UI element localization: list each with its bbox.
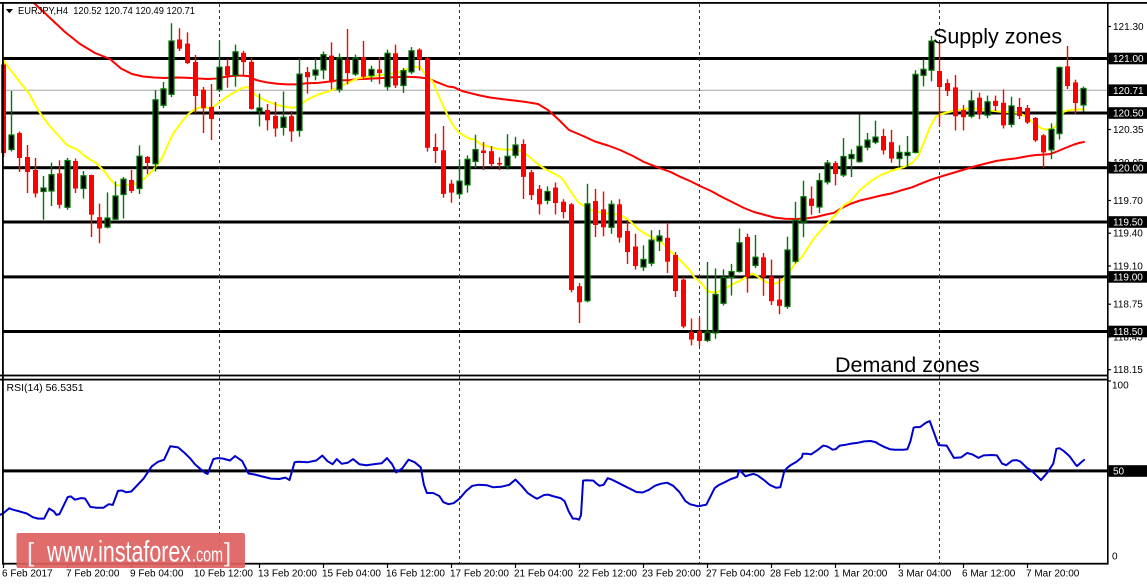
svg-text:15 Feb 04:00: 15 Feb 04:00 [322,569,381,580]
svg-text:119.40: 119.40 [1113,229,1143,240]
svg-text:100: 100 [1112,381,1129,392]
svg-text:120.71: 120.71 [1113,86,1144,97]
svg-text:119.00: 119.00 [1113,273,1143,284]
svg-text:7 Feb 20:00: 7 Feb 20:00 [66,569,120,580]
svg-text:118.15: 118.15 [1113,365,1143,376]
svg-text:6 Feb 2017: 6 Feb 2017 [2,569,53,580]
svg-text:Demand zones: Demand zones [835,353,980,377]
svg-text:22 Feb 12:00: 22 Feb 12:00 [578,569,637,580]
svg-text:119.10: 119.10 [1113,262,1143,273]
svg-text:.com: .com [192,545,223,567]
svg-text:120.35: 120.35 [1113,125,1144,136]
svg-text:21 Feb 04:00: 21 Feb 04:00 [514,569,573,580]
svg-text:EURJPY,H4 120.52 120.74 120.4: EURJPY,H4 120.52 120.74 120.49 120.71 [18,5,195,17]
svg-text:3 Mar 04:00: 3 Mar 04:00 [898,569,952,580]
svg-text:[: [ [27,537,35,567]
svg-text:118.50: 118.50 [1113,327,1143,338]
svg-text:6 Mar 12:00: 6 Mar 12:00 [962,569,1016,580]
svg-text:10 Feb 12:00: 10 Feb 12:00 [194,569,253,580]
svg-text:50: 50 [1113,467,1125,478]
svg-text:121.30: 121.30 [1113,22,1144,33]
svg-text:9 Feb 04:00: 9 Feb 04:00 [130,569,184,580]
svg-text:28 Feb 12:00: 28 Feb 12:00 [770,569,829,580]
svg-text:121.00: 121.00 [1113,54,1144,65]
svg-text:Supply zones: Supply zones [933,25,1062,49]
svg-text:16 Feb 12:00: 16 Feb 12:00 [386,569,445,580]
svg-text:]: ] [224,537,231,567]
svg-text:1 Mar 20:00: 1 Mar 20:00 [834,569,888,580]
svg-text:13 Feb 20:00: 13 Feb 20:00 [258,569,317,580]
svg-text:0: 0 [1112,552,1118,563]
svg-text:119.70: 119.70 [1113,196,1143,207]
svg-text:118.45: 118.45 [1113,333,1143,344]
svg-text:120.00: 120.00 [1113,163,1144,174]
svg-text:17 Feb 20:00: 17 Feb 20:00 [450,569,509,580]
svg-text:120.50: 120.50 [1113,109,1144,120]
svg-text:7 Mar 20:00: 7 Mar 20:00 [1026,569,1080,580]
svg-text:118.75: 118.75 [1113,300,1143,311]
svg-text:23 Feb 20:00: 23 Feb 20:00 [642,569,701,580]
svg-text:www.instaforex: www.instaforex [46,536,191,569]
svg-text:119.50: 119.50 [1113,218,1143,229]
svg-text:27 Feb 04:00: 27 Feb 04:00 [706,569,765,580]
svg-text:RSI(14) 56.5351: RSI(14) 56.5351 [7,382,84,394]
